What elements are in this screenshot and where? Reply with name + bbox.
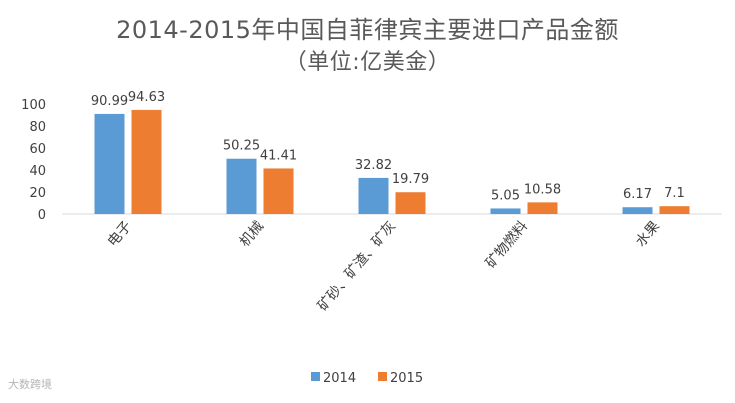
- legend-swatch-2014: [311, 372, 320, 381]
- bar-2014: [226, 158, 257, 214]
- data-label: 10.58: [524, 182, 561, 197]
- legend-label: 2015: [390, 371, 423, 386]
- watermark: 大数跨境: [8, 378, 52, 391]
- data-label: 5.05: [491, 188, 520, 203]
- bar-2014: [490, 208, 521, 214]
- category-label: 矿物燃料: [482, 218, 531, 272]
- bar-2015: [527, 202, 558, 214]
- bar-2015: [131, 109, 162, 214]
- data-label: 19.79: [392, 172, 429, 187]
- category-label: 机械: [237, 218, 267, 250]
- y-tick-label: 60: [29, 142, 46, 157]
- y-tick-label: 20: [29, 186, 46, 201]
- legend-swatch-2015: [378, 372, 387, 381]
- category-label: 水果: [633, 218, 663, 250]
- data-label: 50.25: [223, 139, 260, 154]
- bar-2015: [263, 168, 294, 214]
- category-label: 矿砂、矿渣、矿灰: [315, 218, 399, 314]
- bar-2015: [395, 192, 426, 214]
- data-label: 41.41: [260, 148, 297, 163]
- y-tick-label: 0: [38, 208, 46, 223]
- category-label: 电子: [105, 218, 135, 250]
- data-label: 7.1: [664, 186, 685, 201]
- data-label: 94.63: [128, 90, 165, 105]
- bar-2014: [622, 207, 653, 214]
- chart-subtitle: （单位:亿美金）: [284, 50, 451, 75]
- legend-label: 2014: [323, 371, 356, 386]
- y-tick-label: 80: [29, 120, 46, 135]
- data-label: 32.82: [355, 158, 392, 173]
- bar-2015: [659, 206, 690, 214]
- bar-2014: [358, 177, 389, 214]
- y-tick-label: 100: [21, 98, 46, 113]
- data-label: 90.99: [91, 94, 128, 109]
- bar-2014: [94, 113, 125, 214]
- y-tick-label: 40: [29, 164, 46, 179]
- data-label: 6.17: [623, 187, 652, 202]
- chart-title: 2014-2015年中国自菲律宾主要进口产品金额: [116, 16, 619, 44]
